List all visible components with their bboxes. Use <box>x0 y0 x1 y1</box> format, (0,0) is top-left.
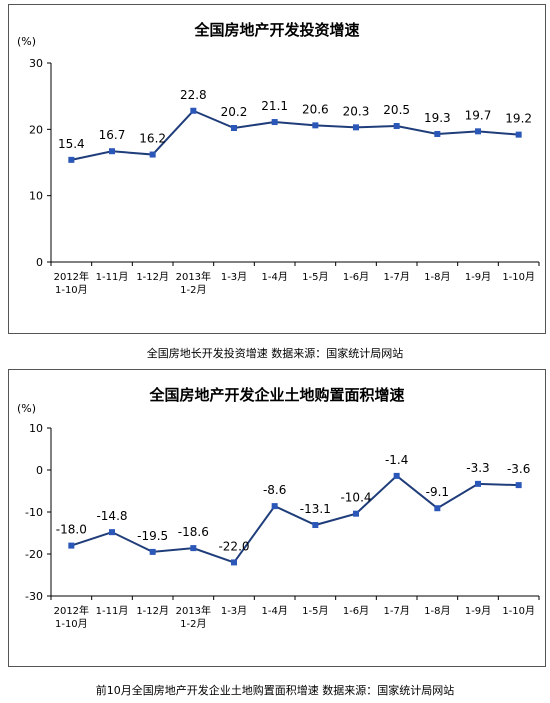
data-label: 19.2 <box>505 112 532 126</box>
data-point <box>109 529 115 536</box>
x-tick-label: 1-6月 <box>343 605 369 617</box>
data-point <box>231 559 237 566</box>
data-label: -9.1 <box>426 485 449 499</box>
x-tick-label: 1-10月 <box>502 605 535 617</box>
y-tick-label: 30 <box>29 57 43 70</box>
data-point <box>149 548 156 555</box>
data-label: -3.6 <box>507 462 530 476</box>
data-point <box>68 542 75 549</box>
data-label: -19.5 <box>137 529 168 543</box>
series-line <box>71 109 519 161</box>
land-line-chart: -30 -20 -10 0 10 2012年 1-10月 1-11月 1-12月 2013年 1-2… <box>25 422 540 630</box>
x-tick-label: 2013年 1-2月 <box>176 270 211 296</box>
data-label: 19.3 <box>424 111 451 125</box>
data-label: -10.4 <box>340 491 371 505</box>
series-line <box>71 474 519 564</box>
y-tick-label: 0 <box>36 464 43 477</box>
x-tick-label: 1-8月 <box>424 271 450 283</box>
x-tick-label: 1-12月 <box>136 271 169 283</box>
data-point <box>312 522 319 529</box>
x-tick-label: 1-8月 <box>424 605 450 617</box>
x-tick-label: 1-4月 <box>261 271 287 283</box>
data-point <box>109 148 115 155</box>
x-tick-label: 1-4月 <box>261 605 287 617</box>
y-axis-unit: (%) <box>17 35 37 48</box>
data-point <box>190 107 197 114</box>
axes: -30 -20 -10 0 10 2012年 1-10月 1-11月 1-12月 2013年 1-2… <box>25 422 540 630</box>
x-tick-label: 2012年 1-10月 <box>54 270 89 296</box>
x-tick-label: 1-11月 <box>96 605 129 617</box>
data-label: 20.6 <box>302 102 329 116</box>
x-tick-label: 1-5月 <box>302 271 328 283</box>
data-label: 21.1 <box>261 99 288 113</box>
x-tick-label: 1-6月 <box>343 271 369 283</box>
y-tick-label: 10 <box>29 422 43 435</box>
data-label: -1.4 <box>385 453 408 467</box>
data-label: -22.0 <box>218 539 249 553</box>
y-tick-label: 0 <box>36 256 43 269</box>
data-label: -18.0 <box>56 523 87 537</box>
data-label: 22.8 <box>180 88 207 102</box>
data-label: 19.7 <box>465 108 492 122</box>
axes: 0 10 20 30 2012年 1-10月 1-11月 1-12月 2013年 1-2月 1-3月… <box>29 57 540 296</box>
data-point <box>353 124 359 131</box>
x-tick-label: 1-9月 <box>465 271 491 283</box>
chart-panel-investment: 全国房地产开发投资增速 (%) 0 10 20 30 2012年 1-10月 1-11月 1-… <box>8 4 546 334</box>
data-point <box>475 480 481 487</box>
x-tick-label: 1-3月 <box>221 271 247 283</box>
data-point <box>312 122 319 129</box>
x-tick-label: 1-7月 <box>383 605 409 617</box>
chart-caption: 前10月全国房地产开发企业土地购置面积增速 数据来源：国家统计局网站 <box>95 684 455 697</box>
data-label: -13.1 <box>300 502 331 516</box>
x-tick-label: 2013年 1-2月 <box>176 604 211 630</box>
data-point <box>271 503 278 510</box>
data-point <box>353 510 359 517</box>
x-tick-label: 1-10月 <box>502 271 535 283</box>
x-tick-label: 1-12月 <box>136 605 169 617</box>
y-axis-unit: (%) <box>17 402 37 415</box>
data-label: -8.6 <box>263 483 286 497</box>
data-point <box>393 123 400 130</box>
data-point <box>515 482 522 489</box>
data-label: 15.4 <box>58 137 85 151</box>
x-tick-label: 1-11月 <box>96 271 129 283</box>
chart-caption: 全国房地长开发投资增速 数据来源：国家统计局网站 <box>146 347 404 360</box>
data-label: 20.5 <box>383 103 410 117</box>
y-tick-label: -20 <box>25 548 43 561</box>
data-point <box>393 472 400 479</box>
y-tick-label: -10 <box>25 506 43 519</box>
data-label: -14.8 <box>96 509 127 523</box>
data-point <box>149 151 156 158</box>
x-tick-label: 1-5月 <box>302 605 328 617</box>
chart-panel-land: 全国房地产开发企业土地购置面积增速 (%) -30 -20 -10 0 10 2012年 1… <box>8 369 546 667</box>
y-tick-label: -30 <box>25 590 43 603</box>
data-label: -3.3 <box>466 461 489 475</box>
data-point <box>68 156 75 163</box>
chart-title: 全国房地产开发企业土地购置面积增速 <box>149 386 405 404</box>
x-tick-label: 1-7月 <box>383 271 409 283</box>
chart-title: 全国房地产开发投资增速 <box>194 21 360 39</box>
data-point <box>434 505 441 512</box>
data-label: 20.2 <box>221 105 248 119</box>
data-point <box>475 128 481 135</box>
data-label: -18.6 <box>178 525 209 539</box>
y-tick-label: 10 <box>29 190 43 203</box>
data-label: 16.2 <box>139 132 166 146</box>
investment-line-chart: 0 10 20 30 2012年 1-10月 1-11月 1-12月 2013年 1-2月 1-3月… <box>29 57 540 296</box>
y-tick-label: 20 <box>29 123 43 136</box>
x-tick-label: 1-9月 <box>465 605 491 617</box>
data-point <box>515 131 522 138</box>
data-label: 16.7 <box>99 128 126 142</box>
data-point <box>231 125 237 132</box>
data-point <box>271 119 278 126</box>
x-tick-label: 1-3月 <box>221 605 247 617</box>
data-point <box>190 545 197 552</box>
x-tick-label: 2012年 1-10月 <box>54 604 89 630</box>
data-point <box>434 130 441 137</box>
data-label: 20.3 <box>343 104 370 118</box>
